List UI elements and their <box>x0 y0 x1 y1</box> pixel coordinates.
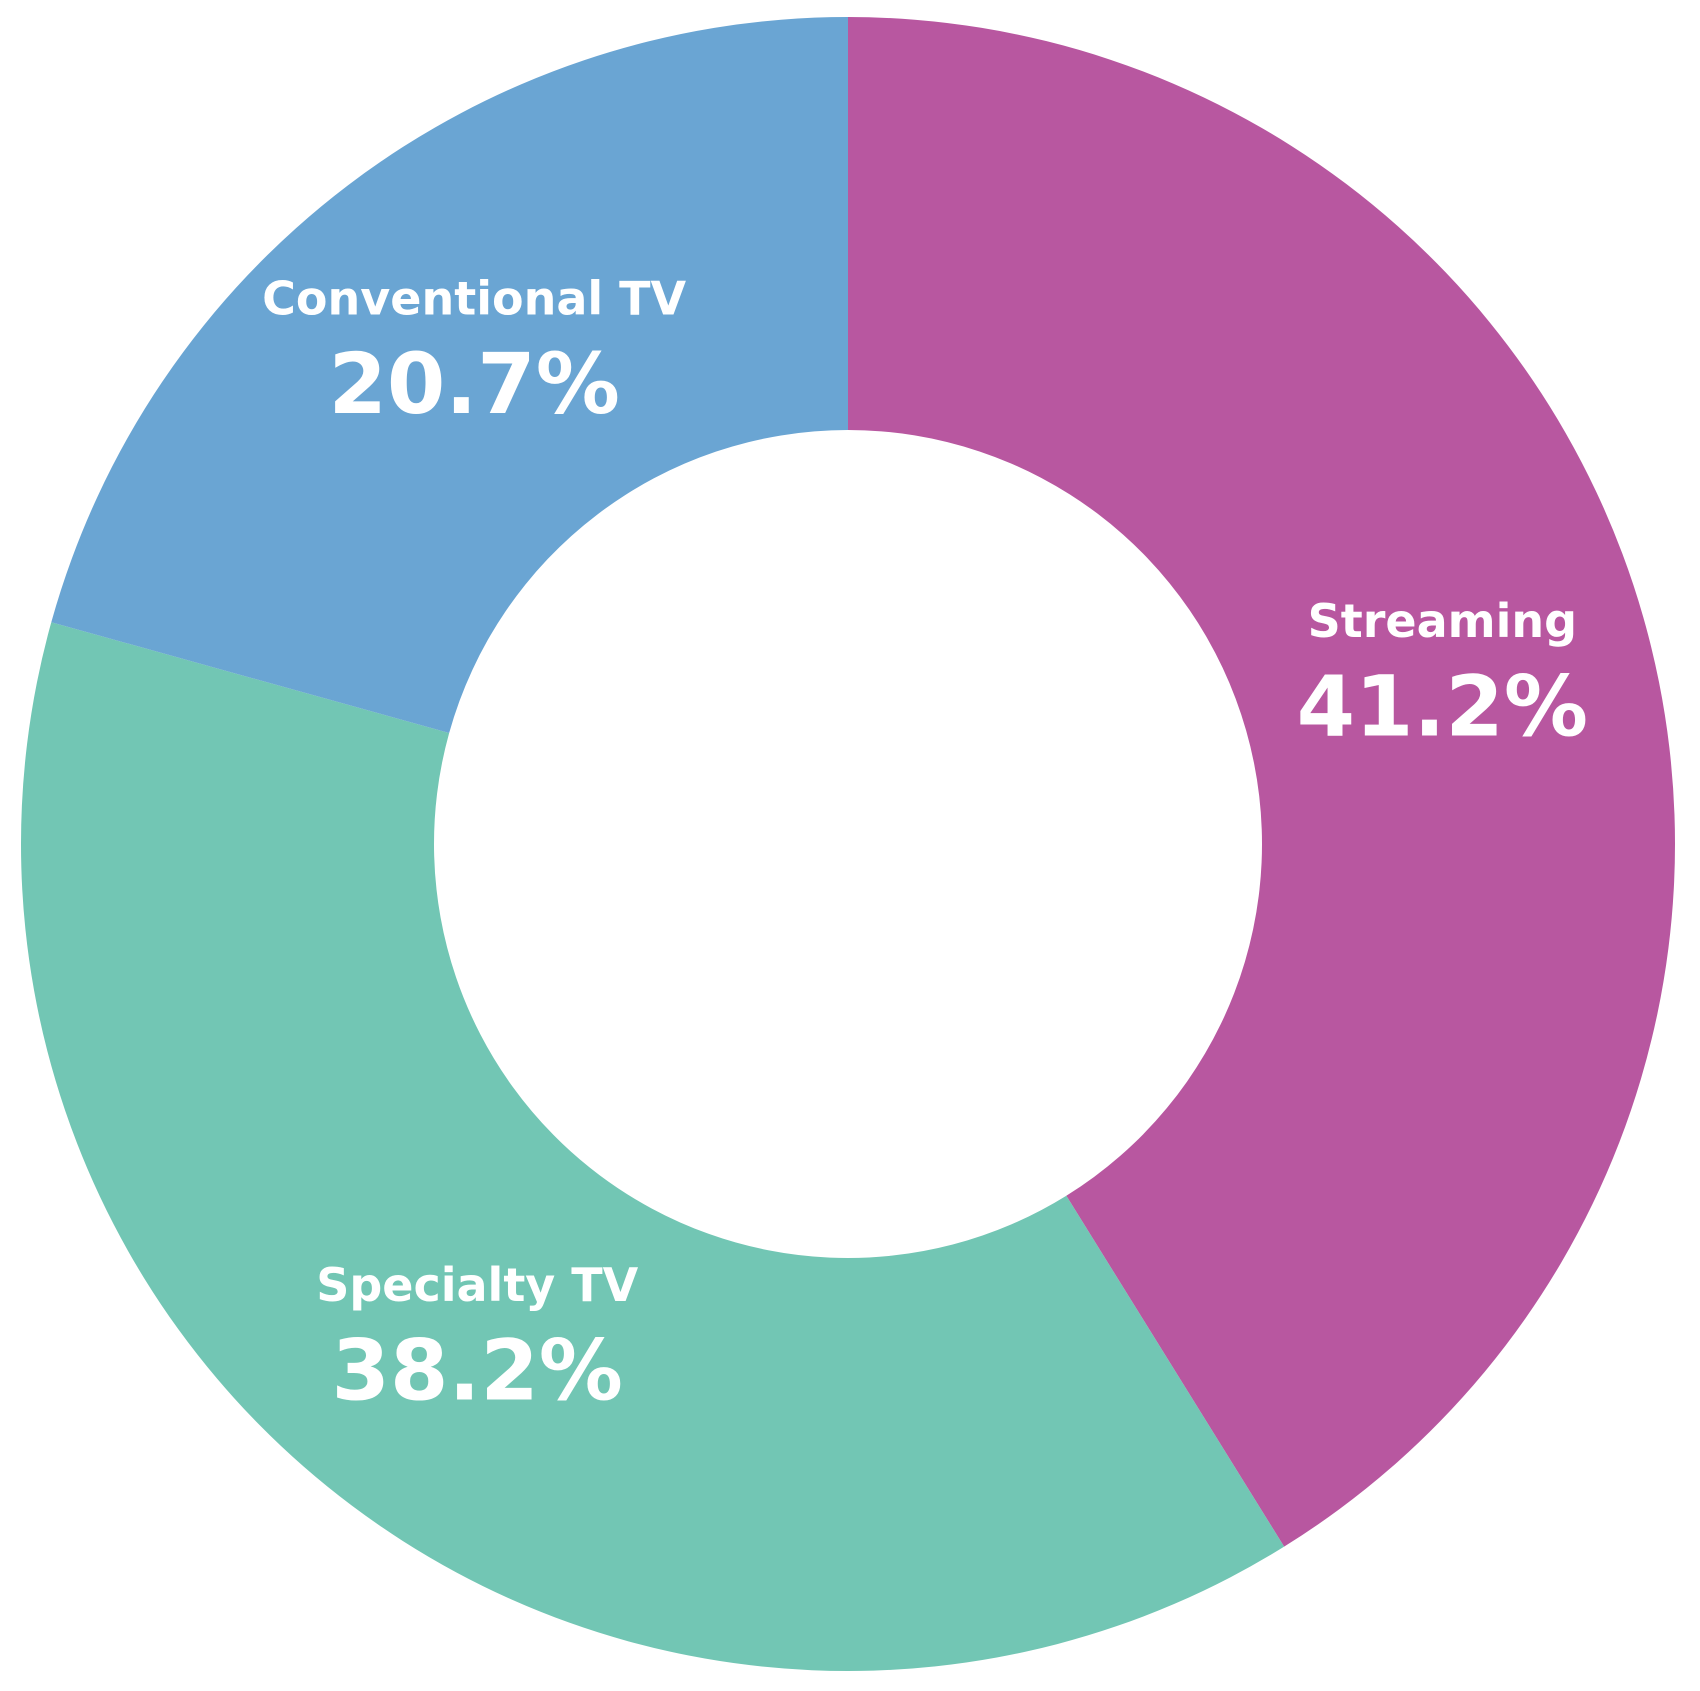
donut-segment <box>21 622 1285 1671</box>
segment-value-label: 41.2% <box>1297 657 1588 755</box>
donut-segment <box>848 17 1675 1547</box>
segment-label: Streaming <box>1308 594 1577 648</box>
segment-value-label: 38.2% <box>332 1321 623 1419</box>
segment-value-label: 20.7% <box>328 335 619 433</box>
segment-label: Conventional TV <box>262 271 686 325</box>
donut-segment <box>51 17 849 733</box>
segment-label: Specialty TV <box>316 1258 638 1312</box>
